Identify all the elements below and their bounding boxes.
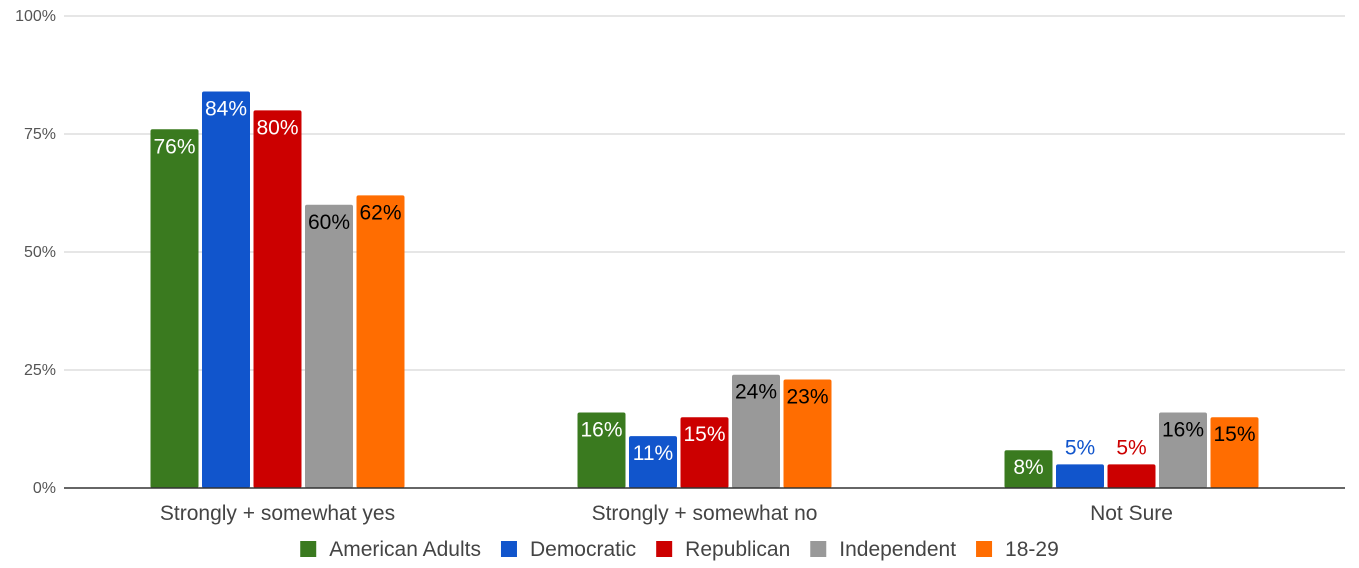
- x-axis: Strongly + somewhat yes Strongly + somewh…: [64, 487, 1345, 525]
- bar: [305, 204, 353, 489]
- bar: [1004, 450, 1053, 488]
- legend-label: Republican: [685, 538, 790, 561]
- y-tick-label: 0%: [33, 480, 56, 497]
- data-label: 15%: [1213, 423, 1255, 446]
- bar: [1056, 464, 1104, 488]
- legend-label: Independent: [839, 538, 956, 561]
- data-label: 11%: [633, 442, 673, 465]
- legend-swatch: [976, 541, 993, 557]
- y-tick-label: 25%: [24, 362, 56, 379]
- bar: [1210, 417, 1259, 488]
- y-tick-label: 100%: [15, 8, 56, 25]
- y-tick-label: 50%: [24, 244, 56, 261]
- legend-item[interactable]: American Adults: [300, 538, 481, 561]
- legend-label: 18-29: [1005, 538, 1059, 561]
- legend-swatch: [300, 541, 317, 557]
- legend-item[interactable]: Republican: [656, 538, 790, 561]
- bar: [783, 379, 832, 488]
- bars: [150, 91, 1259, 489]
- data-label: 24%: [735, 381, 777, 404]
- data-label: 15%: [683, 423, 725, 446]
- data-label: 5%: [1065, 436, 1095, 459]
- bar: [253, 110, 302, 489]
- bar: [629, 436, 677, 488]
- data-label: 76%: [153, 135, 195, 158]
- legend-swatch: [500, 541, 517, 557]
- bar: [1159, 412, 1207, 488]
- y-tick-label: 75%: [24, 126, 56, 143]
- data-labels: 76% 84% 80% 60% 62% 16% 11% 15% 24% 23% 8% 5% 5% 16% 1…: [153, 98, 1255, 480]
- data-label: 5%: [1116, 436, 1146, 459]
- data-label: 23%: [786, 385, 828, 408]
- category-label: Strongly + somewhat yes: [160, 502, 395, 525]
- bar: [1107, 464, 1156, 488]
- bar: [680, 417, 729, 488]
- y-axis: 0% 25% 50% 75% 100%: [15, 8, 56, 497]
- data-label: 60%: [308, 211, 350, 234]
- data-label: 16%: [1162, 418, 1204, 441]
- data-label: 62%: [359, 201, 401, 224]
- category-label: Not Sure: [1090, 502, 1173, 525]
- category-label: Strongly + somewhat no: [592, 502, 818, 525]
- bar: [732, 374, 780, 488]
- legend[interactable]: American Adults Democratic Republican Indep…: [300, 538, 1059, 561]
- data-label: 80%: [256, 116, 298, 139]
- legend-swatch: [810, 541, 827, 557]
- data-label: 8%: [1013, 456, 1043, 479]
- legend-item[interactable]: 18-29: [976, 538, 1059, 561]
- bar: [150, 129, 199, 488]
- bar: [356, 195, 405, 489]
- bar: [202, 91, 250, 489]
- legend-label: American Adults: [329, 538, 481, 561]
- legend-swatch: [656, 541, 673, 557]
- bar: [577, 412, 626, 488]
- legend-label: Democratic: [530, 538, 636, 561]
- data-label: 84%: [205, 98, 247, 121]
- data-label: 16%: [580, 418, 622, 441]
- legend-item[interactable]: Independent: [810, 538, 956, 561]
- legend-item[interactable]: Democratic: [500, 538, 636, 561]
